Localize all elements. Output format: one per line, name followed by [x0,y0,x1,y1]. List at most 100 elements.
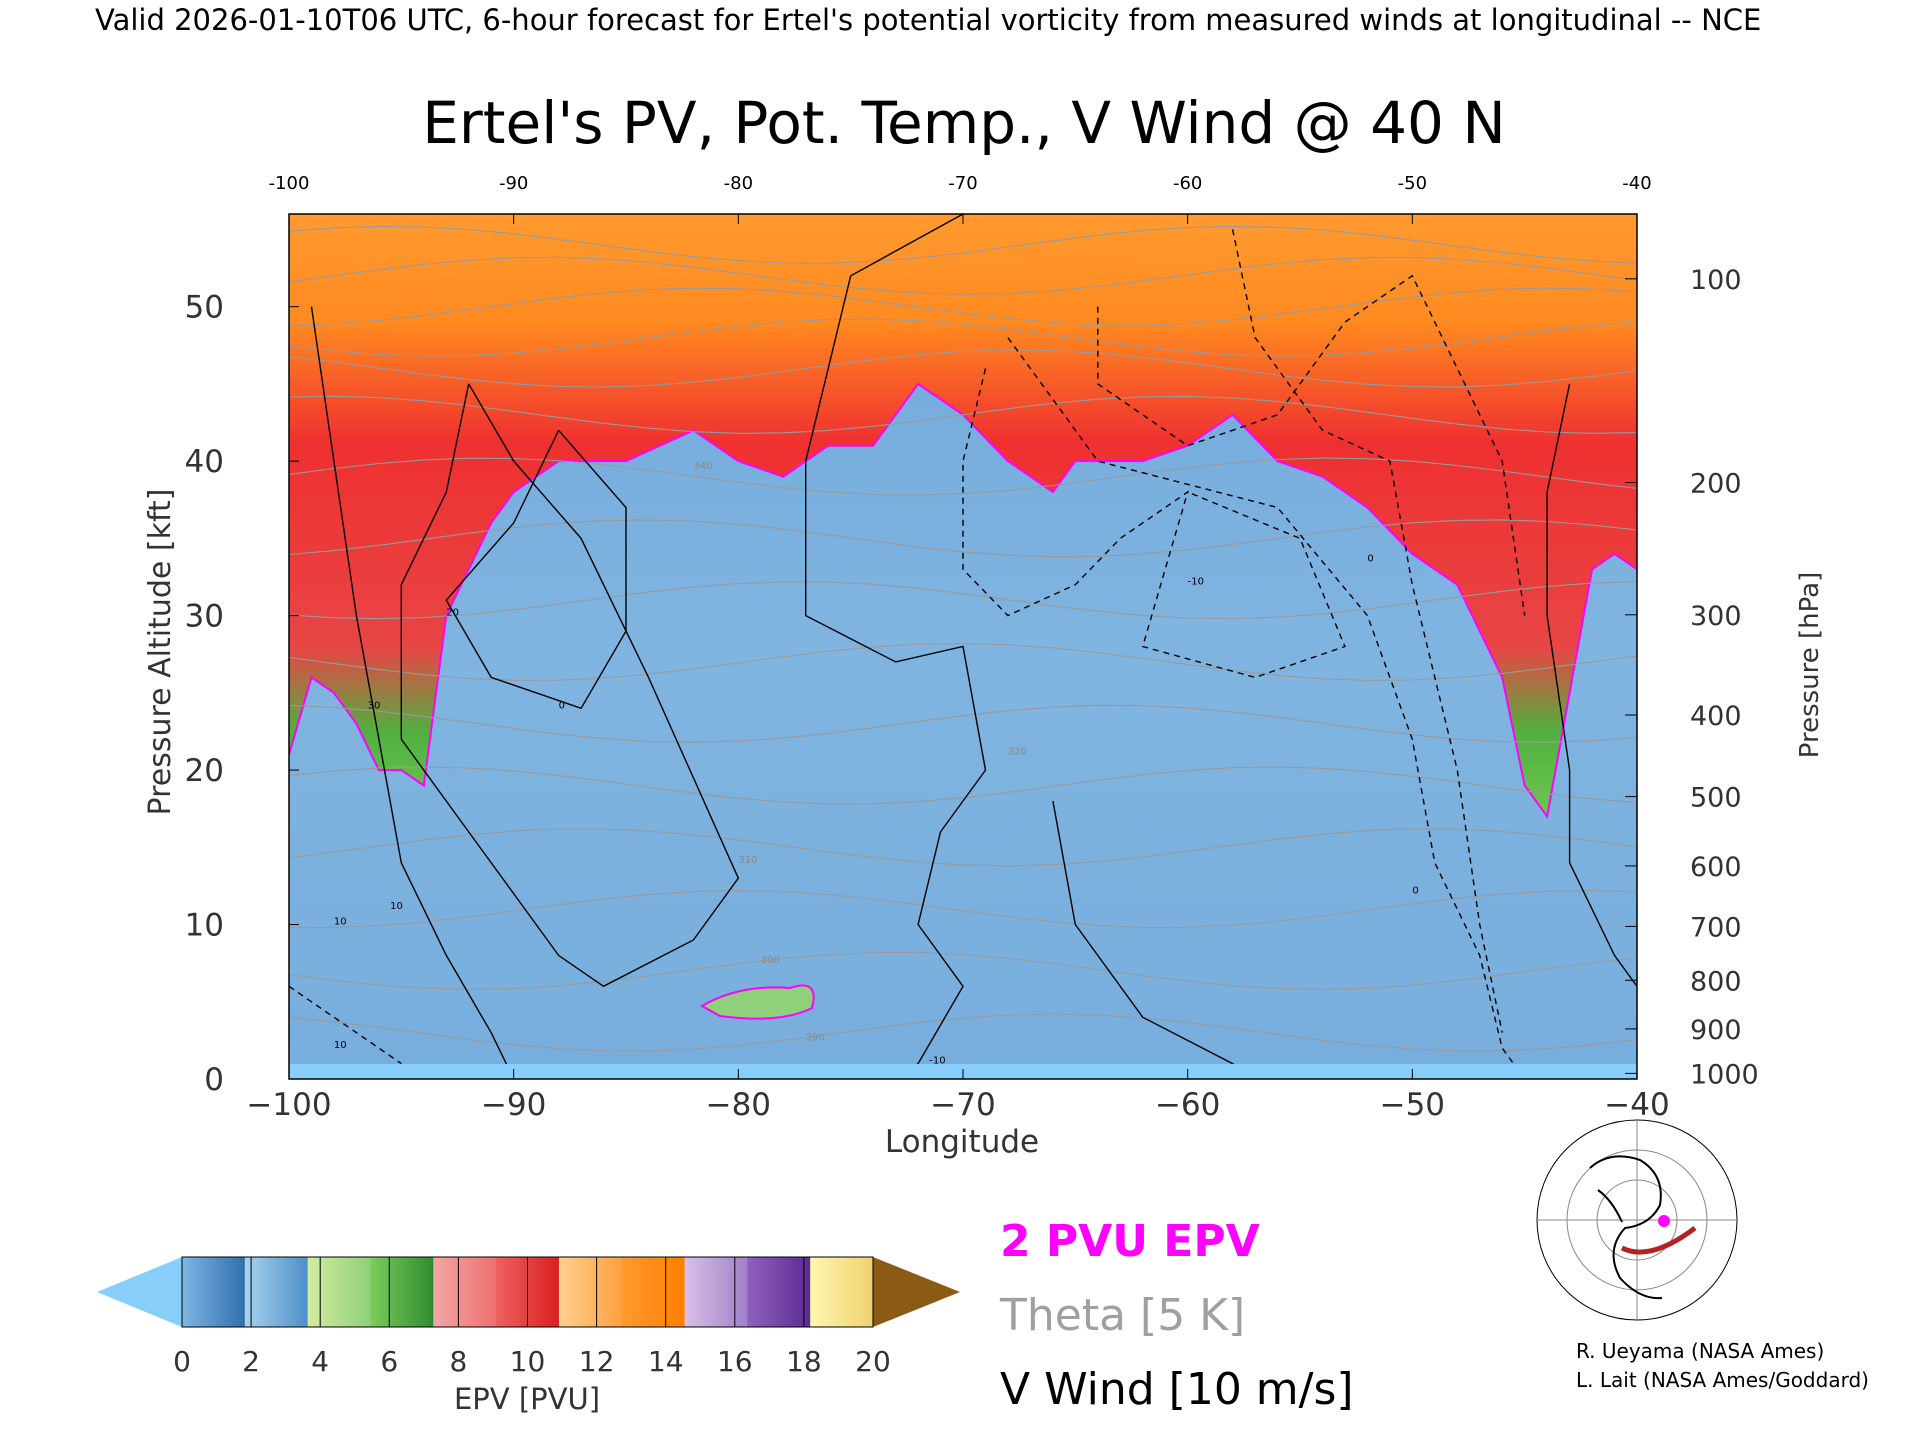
colorbar-segment [433,1257,497,1327]
x-top-tick-label: -60 [1173,173,1202,194]
theta-contour [289,225,1637,264]
v-wind-contour [1007,337,1526,1079]
v-wind-label: 30 [368,700,381,711]
map-section-line [1620,1226,1697,1255]
theta-contour [289,952,1637,990]
pressure-tick-label: 1000 [1690,1059,1759,1090]
theta-contour [289,581,1637,620]
v-wind-label: -10 [1188,577,1204,588]
header-text: Valid 2026-01-10T06 UTC, 6-hour forecast… [95,3,1761,37]
colorbar-segment [621,1257,686,1327]
legend-theta: Theta [5 K] [999,1290,1245,1341]
legend-vwind: V Wind [10 m/s] [1000,1364,1354,1415]
colorbar-segment [307,1257,371,1327]
x-top-tick-label: -100 [269,173,310,194]
pressure-tick-label: 100 [1690,265,1742,296]
colorbar-under-arrow [97,1257,182,1327]
theta-contour [289,395,1637,434]
colorbar-tick-label: 2 [242,1345,260,1378]
colorbar-tick-label: 10 [510,1345,546,1378]
colorbar-ticks: 0 2 4 6 8 10 12 14 16 18 20 [173,1257,891,1378]
v-wind-label: 20 [446,608,459,619]
v-wind-label: 10 [390,901,403,912]
credit-2: L. Lait (NASA Ames/Goddard) [1576,1368,1869,1392]
low-level-pv-anomaly [699,984,815,1020]
pressure-tick-label: 400 [1690,701,1742,732]
colorbar-tick-label: 16 [717,1345,753,1378]
theta-label: 310 [738,855,757,866]
v-wind-label: 0 [1367,554,1373,565]
v-wind-contour [400,383,740,988]
v-wind-contour [445,429,627,710]
pressure-tick-label: 600 [1690,852,1742,883]
colorbar-segment [810,1257,874,1327]
x-tick-label: −70 [930,1087,995,1123]
theta-contour [289,519,1637,558]
x-top-tick-label: -70 [948,173,977,194]
theta-contour [289,256,1637,295]
colorbar-tick-label: 12 [579,1345,615,1378]
v-wind-contour [962,368,1346,679]
theta-contour [289,642,1637,681]
x-tick-label: −80 [706,1087,771,1123]
y-axis-label-left: Pressure Altitude [kft] [143,489,178,816]
colorbar-label: EPV [PVU] [454,1382,600,1416]
colorbar-segment [182,1257,246,1327]
colorbar: 0 2 4 6 8 10 12 14 16 18 20 EPV [PVU] [97,1256,960,1416]
theta-label: 290 [806,1032,825,1043]
theta-contour [289,287,1637,326]
x-tick-label: −50 [1380,1087,1445,1123]
x-tick-label: −100 [246,1087,331,1123]
y-axis-left: 0 10 20 30 40 50 [185,290,299,1098]
theta-label: 320 [1008,747,1027,758]
v-wind-label: 0 [559,700,565,711]
pressure-tick-label: 800 [1690,966,1742,997]
theta-label: 300 [761,955,780,966]
map-inset [1536,1119,1738,1321]
colorbar-tick-label: 20 [855,1345,891,1378]
x-top-tick-label: -50 [1398,173,1427,194]
map-marker [1658,1215,1670,1227]
v-wind-label: -10 [929,1056,945,1067]
theta-contour [289,704,1637,743]
x-tick-label: −60 [1155,1087,1220,1123]
x-axis-label: Longitude [885,1124,1039,1160]
x-tick-label: −90 [481,1087,546,1123]
colorbar-tick-label: 4 [311,1345,329,1378]
colorbar-tick-label: 8 [449,1345,467,1378]
y-tick-label: 10 [185,908,224,944]
colorbar-over-arrow [873,1257,960,1327]
v-wind-contour [1546,383,1637,987]
theta-contour [289,349,1637,388]
x-top-tick-label: -40 [1622,173,1651,194]
y-tick-label: 50 [185,290,224,326]
colorbar-segment [370,1257,434,1327]
stratosphere-fill [289,214,1637,817]
colorbar-segment [747,1257,811,1327]
chart-title: Ertel's PV, Pot. Temp., V Wind @ 40 N [422,89,1505,157]
colorbar-tick-label: 6 [380,1345,398,1378]
pressure-tick-label: 900 [1690,1015,1742,1046]
x-top-tick-label: -80 [724,173,753,194]
v-wind-label: 10 [334,917,347,928]
pressure-tick-label: 300 [1690,601,1742,632]
colorbar-tick-label: 14 [648,1345,684,1378]
theta-label: 340 [693,461,712,472]
v-wind-contour [289,985,402,1065]
v-wind-label: 10 [334,1040,347,1051]
theta-contour [289,766,1637,805]
colorbar-segment [558,1257,623,1327]
x-tick-label: −40 [1604,1087,1669,1123]
v-wind-contour [310,306,515,1079]
y-tick-label: 30 [185,599,224,635]
pressure-tick-label: 500 [1690,783,1742,814]
y-tick-label: 40 [185,444,224,480]
x-top-tick-label: -90 [499,173,528,194]
y-tick-label: 20 [185,753,224,789]
credit-1: R. Ueyama (NASA Ames) [1576,1339,1824,1363]
pressure-tick-label: 200 [1690,469,1742,500]
y-tick-label: 0 [204,1062,224,1098]
